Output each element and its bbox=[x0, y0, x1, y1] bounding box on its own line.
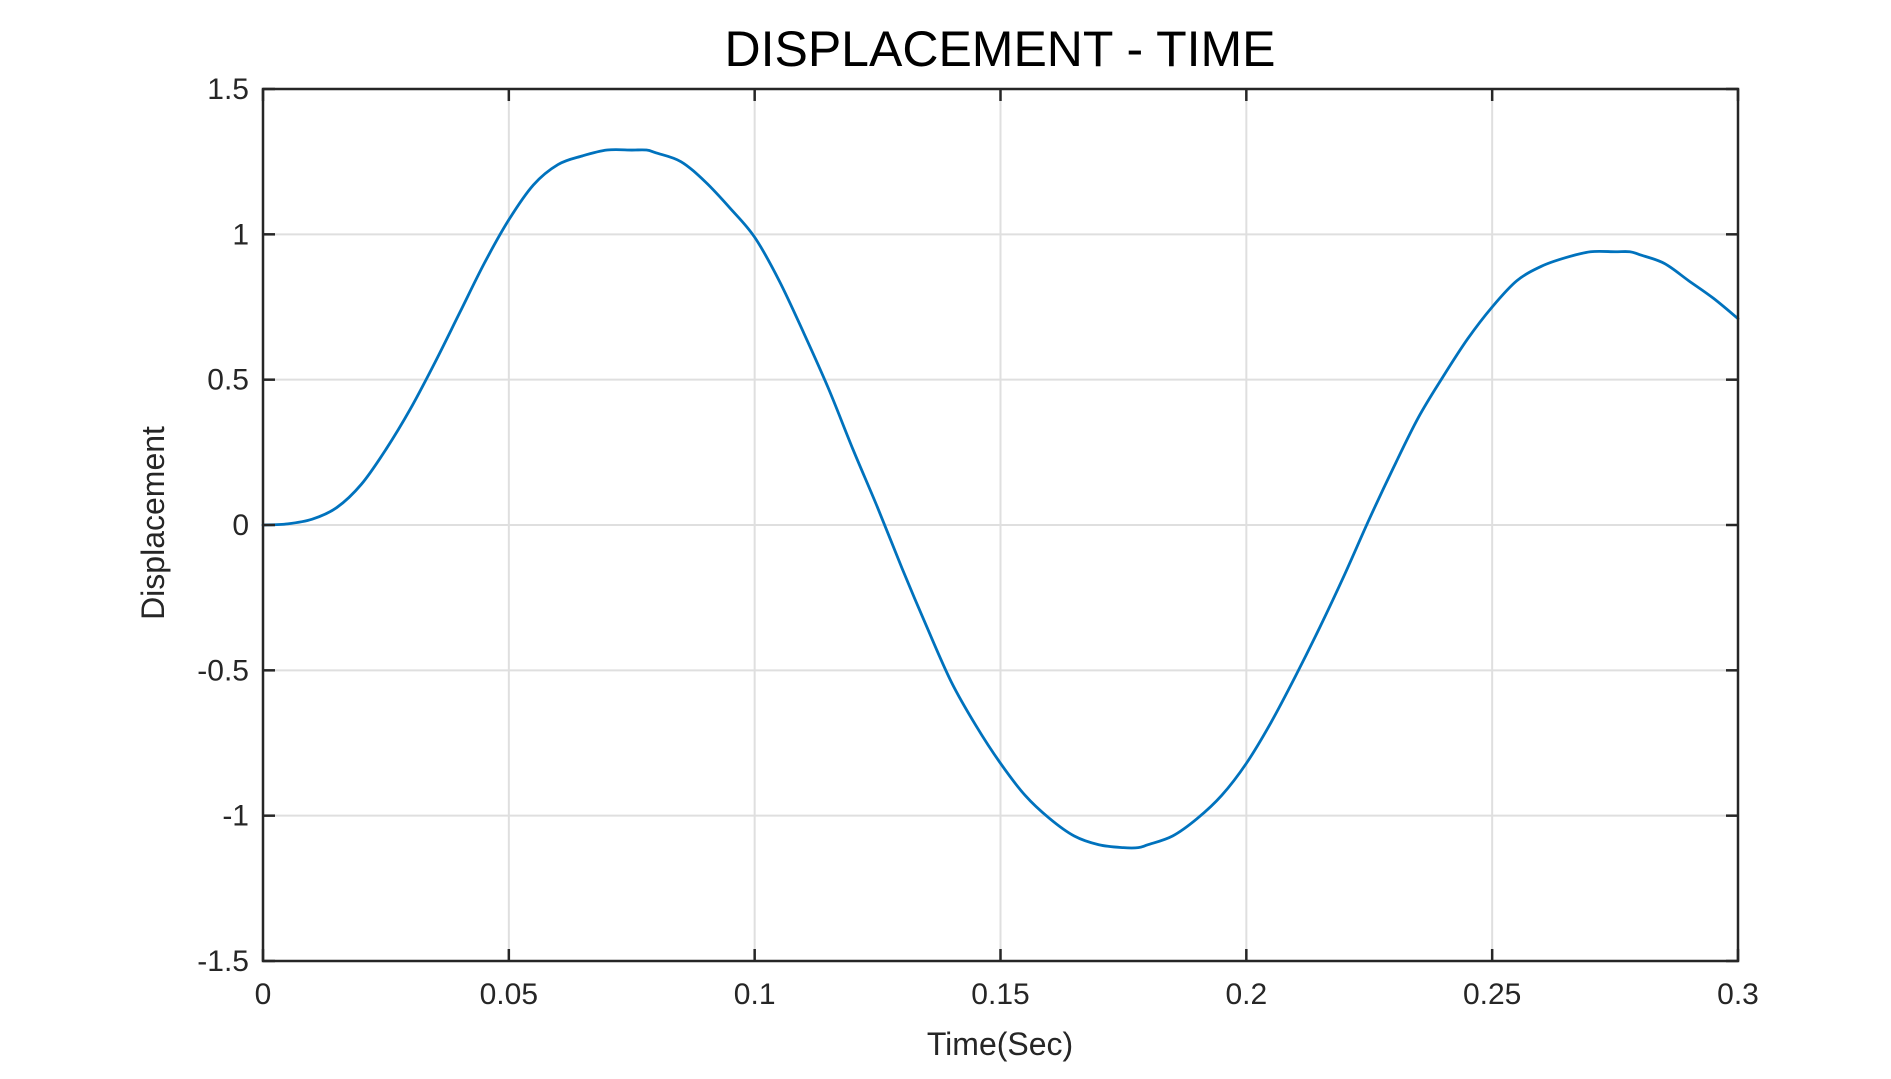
x-tick-label: 0.05 bbox=[480, 978, 538, 1011]
y-tick-label: 0 bbox=[232, 509, 249, 542]
x-axis-label: Time(Sec) bbox=[927, 1026, 1073, 1062]
series-line-displacement bbox=[261, 148, 1740, 850]
y-tick-label: 1 bbox=[232, 218, 249, 251]
y-tick-label: 1.5 bbox=[207, 73, 249, 106]
x-tick-label: 0.1 bbox=[734, 978, 776, 1011]
series-layer bbox=[261, 148, 1740, 850]
label-layer: DISPLACEMENT - TIME Time(Sec) Displaceme… bbox=[135, 21, 1276, 1062]
tick-layer: 0 0.05 0.1 0.15 0.2 0.25 0.3 -1.5 -1 -0.5 0 0.5 1 1.5 bbox=[197, 73, 1759, 1011]
x-tick-label: 0.2 bbox=[1225, 978, 1267, 1011]
grid-layer bbox=[263, 89, 1738, 961]
x-tick-label: 0 bbox=[255, 978, 272, 1011]
x-tick-label: 0.15 bbox=[971, 978, 1029, 1011]
y-tick-label: 0.5 bbox=[207, 364, 249, 397]
y-tick-label: -1.5 bbox=[197, 945, 249, 978]
y-tick-label: -0.5 bbox=[197, 654, 249, 687]
chart-title: DISPLACEMENT - TIME bbox=[724, 21, 1275, 77]
x-tick-label: 0.25 bbox=[1463, 978, 1521, 1011]
y-axis-label: Displacement bbox=[135, 426, 171, 620]
y-tick-label: -1 bbox=[222, 800, 249, 833]
x-tick-label: 0.3 bbox=[1717, 978, 1759, 1011]
